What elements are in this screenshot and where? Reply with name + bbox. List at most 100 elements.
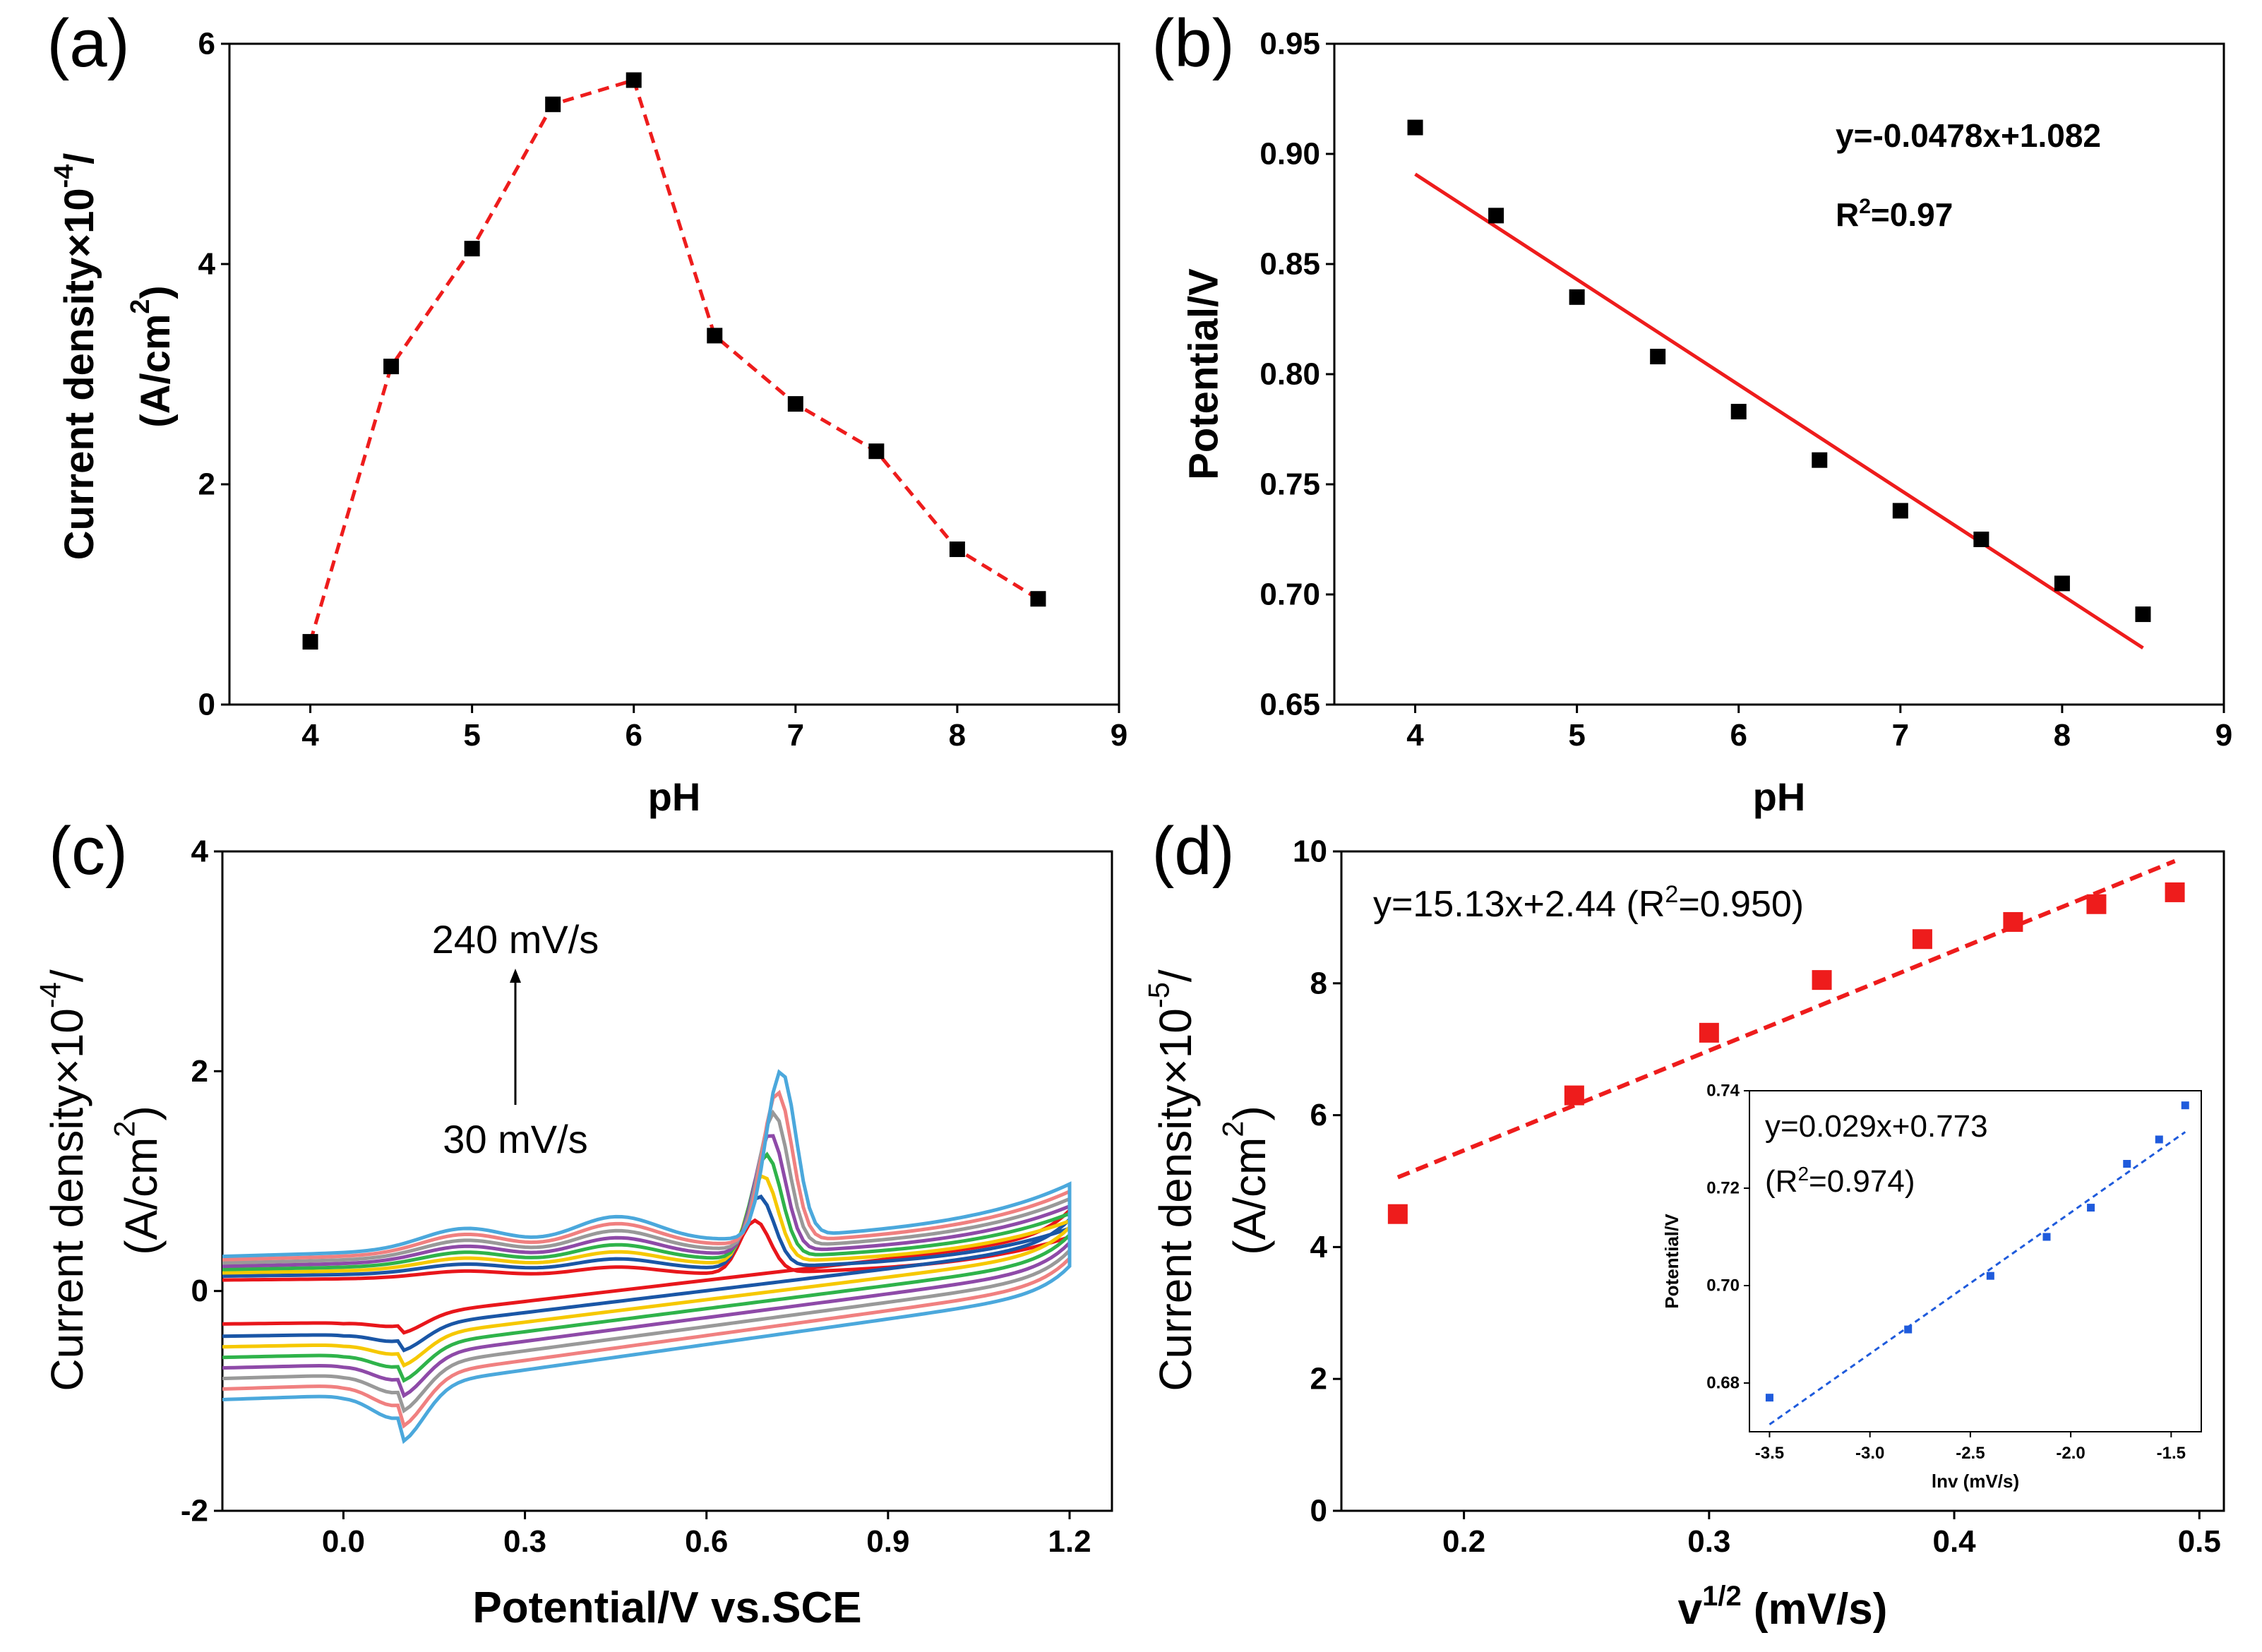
y-axis-label: Current density×10-4/ (49, 153, 102, 561)
y-axis-units-close: ) (1224, 1106, 1275, 1120)
inset-y-axis-label: Potential/V (1661, 1214, 1682, 1309)
y-tick-label: 0.85 (1259, 247, 1320, 282)
panel-label-a: (a) (47, 6, 129, 81)
data-point (2165, 882, 2185, 902)
inset-x-tick-label: -1.5 (2157, 1444, 2186, 1463)
data-point (1730, 404, 1747, 420)
x-tick-label: 0.0 (322, 1524, 365, 1559)
panel-label-b: (b) (1151, 6, 1234, 81)
inset-fit-r-squared: (R2=0.974) (1765, 1163, 1915, 1199)
data-point (2135, 606, 2151, 623)
data-point (2086, 894, 2107, 914)
x-tick-label: 5 (463, 718, 480, 753)
y-tick-label: 4 (1310, 1230, 1328, 1264)
x-axis-label: v1/2 (mV/s) (1678, 1581, 1888, 1634)
inset-x-tick-label: -3.5 (1755, 1444, 1784, 1463)
y-axis-label-units: (A/cm2) (1216, 1106, 1275, 1255)
y-tick-label: 2 (1310, 1362, 1327, 1396)
y-axis-label-units: (A/cm2) (107, 1106, 167, 1255)
data-point (1407, 119, 1423, 136)
y-axis-units-text: (A/cm (133, 314, 179, 428)
y-tick-label: 6 (198, 27, 215, 61)
data-point (626, 72, 642, 88)
inset-y-tick-label: 0.68 (1706, 1374, 1740, 1393)
plot-frame (228, 42, 1120, 706)
data-point (1699, 1022, 1719, 1043)
fit-equation-text: y=15.13x+2.44 (R (1373, 884, 1665, 925)
x-tick-label: 7 (1892, 718, 1909, 753)
panel-d: 0.2 0.3 0.4 0.5 0 2 4 6 8 10 (d) v1/2 (mV/s) Current… (1142, 813, 2225, 1634)
data-point (2054, 575, 2070, 592)
series-line (309, 78, 1039, 642)
x-tick-label: 7 (787, 718, 804, 753)
y-tick-label: 10 (1293, 834, 1327, 869)
data-point (1812, 452, 1828, 468)
y-axis-label-exponent: -4 (33, 982, 66, 1008)
inset-r-squared-text: (R (1765, 1164, 1797, 1199)
data-point (1387, 1204, 1408, 1224)
x-tick-label: 4 (301, 718, 319, 753)
inset-x-tick-label: -3.0 (1855, 1444, 1884, 1463)
y-tick-label: 4 (191, 834, 209, 869)
x-axis-label: Potential/V vs.SCE (472, 1584, 861, 1632)
inset-data-point (2181, 1101, 2189, 1110)
x-tick-label: 4 (1406, 718, 1424, 753)
x-axis-label-superscript: 1/2 (1702, 1581, 1742, 1612)
data-point (1564, 1085, 1584, 1106)
scan-rate-low-label: 30 mV/s (443, 1117, 587, 1161)
data-point (787, 396, 803, 412)
x-tick-label: 1.2 (1048, 1524, 1091, 1559)
inset-chart: -3.5 -3.0 -2.5 -2.0 -1.5 0.68 0.70 0.72 0.74 lnv … (1661, 1082, 2202, 1492)
r-squared-value: =0.97 (1871, 196, 1953, 233)
data-point (1973, 532, 1989, 547)
fit-equation-value: =0.950) (1678, 884, 1804, 925)
data-point (1488, 208, 1504, 224)
scan-rate-arrow-head (510, 969, 521, 983)
y-axis-label-text: Current density×10 (56, 188, 102, 560)
y-tick-label: 0.95 (1259, 27, 1320, 61)
inset-x-axis-label: lnv (mV/s) (1932, 1471, 2019, 1492)
inset-data-point (2087, 1204, 2095, 1212)
data-point (1650, 349, 1666, 365)
y-tick-label: 0 (198, 688, 215, 722)
data-point (1892, 503, 1908, 519)
panel-c: 0.0 0.3 0.6 0.9 1.2 -2 0 2 4 (c) Potential/V vs.SC… (33, 813, 1113, 1632)
x-axis-label-units: (mV/s) (1742, 1585, 1888, 1634)
data-point (1569, 289, 1585, 305)
y-axis-units-text: (A/cm (116, 1137, 167, 1255)
y-tick-label: 2 (198, 467, 215, 502)
y-axis-label: Potential/V (1181, 268, 1227, 480)
inset-r-squared-value: =0.974) (1809, 1164, 1915, 1199)
data-point (707, 328, 723, 344)
data-point (1912, 929, 1932, 950)
inset-y-tick-label: 0.74 (1706, 1082, 1740, 1101)
data-point (868, 443, 885, 460)
y-axis-label-units: (A/cm2) (125, 285, 179, 427)
y-axis-units-close: ) (133, 285, 179, 299)
x-tick-label: 6 (1730, 718, 1747, 753)
scan-rate-high-label: 240 mV/s (432, 917, 599, 962)
y-axis-units-superscript: 2 (125, 299, 155, 314)
y-axis-label-text: Current density×10 (42, 1008, 92, 1391)
y-tick-label: 2 (191, 1054, 208, 1089)
x-tick-label: 0.3 (503, 1524, 546, 1559)
fit-r-squared: R2=0.97 (1836, 195, 1953, 233)
x-axis-label: pH (648, 774, 701, 819)
y-axis-label-slash: / (1150, 969, 1201, 982)
y-axis-units-superscript: 2 (1216, 1121, 1249, 1137)
data-point (1030, 591, 1046, 607)
x-tick-label: 0.9 (866, 1524, 909, 1559)
cv-curves (222, 1069, 1072, 1444)
data-point (383, 359, 400, 375)
y-tick-label: 0 (1310, 1494, 1327, 1528)
y-tick-label: 0 (191, 1274, 208, 1308)
x-tick-label: 9 (2215, 718, 2232, 753)
inset-data-point (2155, 1135, 2163, 1144)
y-tick-label: 4 (198, 247, 216, 282)
y-axis-label-exponent: -5 (1142, 982, 1175, 1008)
data-point (1812, 970, 1832, 990)
data-point (464, 241, 480, 257)
x-tick-label: 0.2 (1442, 1524, 1485, 1559)
data-point (302, 634, 318, 650)
